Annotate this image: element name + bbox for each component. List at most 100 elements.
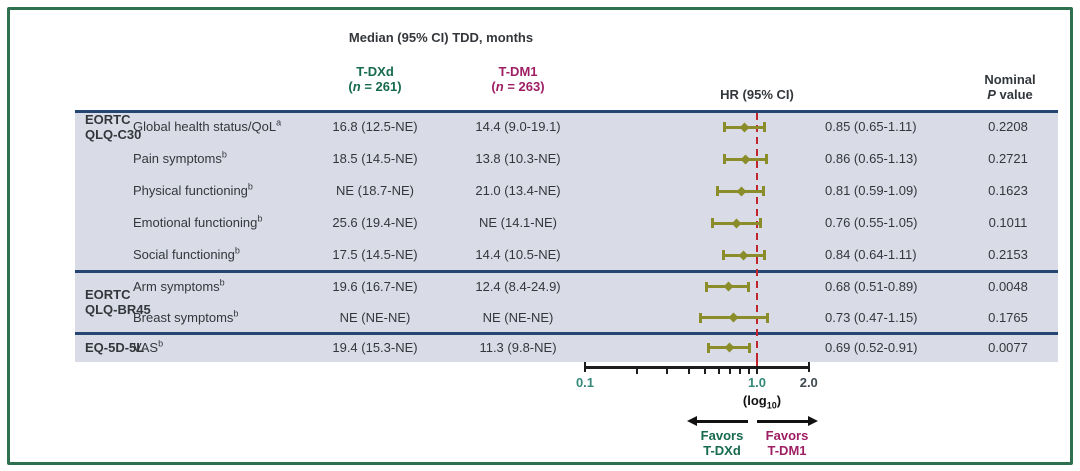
row-scale-label: Physical functioningb	[133, 181, 253, 198]
row-hr-value: 0.86 (0.65-1.13)	[825, 151, 918, 166]
row-tdxd-value: 16.8 (12.5-NE)	[332, 119, 418, 134]
x-axis-minor-tick	[748, 368, 751, 374]
figure-border	[7, 7, 1073, 465]
forest-ci-cap-high	[765, 312, 769, 323]
row-pvalue: 0.1011	[988, 215, 1028, 230]
row-tdxd-value: 19.4 (15.3-NE)	[332, 339, 418, 355]
row-tdm1-value: 13.8 (10.3-NE)	[475, 151, 561, 166]
median-column-group-header: Median (95% CI) TDD, months	[348, 30, 534, 45]
favors-right-arrowhead-icon	[808, 416, 818, 426]
col-tdxd-n: (n = 261)	[348, 79, 402, 94]
row-pvalue: 0.2721	[988, 151, 1028, 166]
row-tdxd-value: 19.6 (16.7-NE)	[332, 278, 418, 294]
row-scale-label: Pain symptomsb	[133, 149, 227, 166]
forest-ci-cap-high	[763, 250, 767, 260]
col-pvalue-line1: Nominal	[984, 72, 1036, 87]
forest-ci-cap-low	[706, 342, 710, 353]
row-tdxd-value: 17.5 (14.5-NE)	[332, 247, 418, 262]
row-pvalue: 0.1765	[988, 309, 1028, 325]
group-divider-rule-1	[75, 269, 1058, 273]
x-axis-tick-label: 1.0	[747, 375, 767, 390]
forest-ci-cap-high	[764, 154, 768, 164]
row-tdm1-value: 11.3 (9.8-NE)	[479, 339, 557, 355]
row-hr-value: 0.68 (0.51-0.89)	[825, 278, 918, 294]
group-label: EORTC QLQ-C30	[85, 112, 142, 142]
favors-tdm1-line1: Favors	[765, 428, 809, 443]
group-divider-rule-2	[75, 331, 1058, 335]
favors-tdxd-line1: Favors	[700, 428, 744, 443]
x-axis-minor-tick	[635, 368, 638, 374]
row-tdm1-value: 21.0 (13.4-NE)	[475, 183, 561, 198]
favors-tdm1-label: Favors T-DM1	[747, 428, 827, 458]
x-axis-minor-tick	[704, 368, 707, 374]
row-hr-value: 0.85 (0.65-1.11)	[825, 119, 917, 134]
favors-tdm1-line2: T-DM1	[767, 443, 807, 458]
forest-ci-cap-low	[716, 186, 720, 196]
forest-ci-cap-high	[746, 281, 750, 292]
row-tdxd-value: 18.5 (14.5-NE)	[332, 151, 418, 166]
reference-line-axis-tick	[755, 358, 759, 369]
forest-ci-cap-low	[710, 218, 714, 228]
x-axis-minor-tick	[729, 368, 732, 374]
row-pvalue: 0.0077	[988, 339, 1028, 355]
forest-ci-cap-low	[705, 281, 709, 292]
row-pvalue: 0.2208	[988, 119, 1028, 134]
row-pvalue: 0.0048	[988, 278, 1028, 294]
x-axis-minor-tick	[756, 368, 758, 374]
col-hr-header: HR (95% CI)	[720, 87, 794, 102]
row-pvalue: 0.1623	[988, 183, 1028, 198]
row-hr-value: 0.81 (0.59-1.09)	[825, 183, 918, 198]
row-scale-label: Emotional functioningb	[133, 213, 263, 230]
row-tdm1-value: 14.4 (10.5-NE)	[475, 247, 561, 262]
x-axis-endcap	[583, 362, 587, 372]
col-tdm1-label: T-DM1	[498, 64, 538, 79]
row-hr-value: 0.69 (0.52-0.91)	[825, 339, 918, 355]
group-label: EQ-5D-5L	[85, 340, 145, 355]
row-tdm1-value: 14.4 (9.0-19.1)	[475, 119, 561, 134]
row-pvalue: 0.2153	[988, 247, 1028, 262]
row-scale-label: Breast symptomsb	[133, 308, 239, 325]
favors-tdxd-line2: T-DXd	[703, 443, 741, 458]
col-tdm1-n: (n = 263)	[491, 79, 545, 94]
reference-line-dashed	[755, 113, 759, 358]
row-scale-label: Global health status/QoLa	[133, 117, 282, 134]
x-axis-minor-tick	[739, 368, 742, 374]
table-background	[75, 110, 1058, 362]
x-axis-minor-tick	[666, 368, 669, 374]
forest-ci-cap-low	[699, 312, 703, 323]
x-axis-tick-label: 2.0	[799, 375, 818, 390]
x-axis-endcap	[807, 362, 811, 372]
forest-ci-cap-low	[723, 154, 727, 164]
forest-ci-cap-high	[748, 342, 752, 353]
col-tdxd-label: T-DXd	[356, 64, 394, 79]
row-tdxd-value: 25.6 (19.4-NE)	[332, 215, 418, 230]
favors-tdxd-label: Favors T-DXd	[682, 428, 762, 458]
col-pvalue-line2: P value	[987, 87, 1033, 102]
favors-left-arrow-shaft	[696, 420, 748, 423]
row-tdxd-value: NE (18.7-NE)	[335, 183, 415, 198]
x-axis-tick-label: 0.1	[575, 375, 595, 390]
x-axis-line	[584, 366, 810, 369]
row-tdm1-value: NE (NE-NE)	[482, 309, 554, 325]
forest-ci-cap-high	[759, 218, 763, 228]
row-tdm1-value: NE (14.1-NE)	[478, 215, 558, 230]
x-axis-minor-tick	[717, 368, 720, 374]
x-axis-minor-tick	[687, 368, 690, 374]
row-hr-value: 0.76 (0.55-1.05)	[825, 215, 918, 230]
group-label: EORTC QLQ-BR45	[85, 287, 151, 317]
header-rule	[75, 109, 1058, 113]
row-hr-value: 0.73 (0.47-1.15)	[825, 309, 918, 325]
forest-ci-cap-low	[723, 122, 727, 132]
x-axis-scale-label: (log10)	[742, 393, 782, 411]
row-tdxd-value: NE (NE-NE)	[339, 309, 411, 325]
row-hr-value: 0.84 (0.64-1.11)	[825, 247, 917, 262]
forest-ci-cap-high	[761, 186, 765, 196]
favors-left-arrowhead-icon	[687, 416, 697, 426]
favors-right-arrow-shaft	[757, 420, 809, 423]
row-scale-label: Social functioningb	[133, 245, 240, 262]
row-scale-label: Arm symptomsb	[133, 277, 225, 294]
forest-ci-cap-low	[722, 250, 726, 260]
col-pvalue-header: Nominal P value	[950, 72, 1070, 102]
col-tdxd-header: T-DXd (n = 261)	[300, 64, 450, 94]
